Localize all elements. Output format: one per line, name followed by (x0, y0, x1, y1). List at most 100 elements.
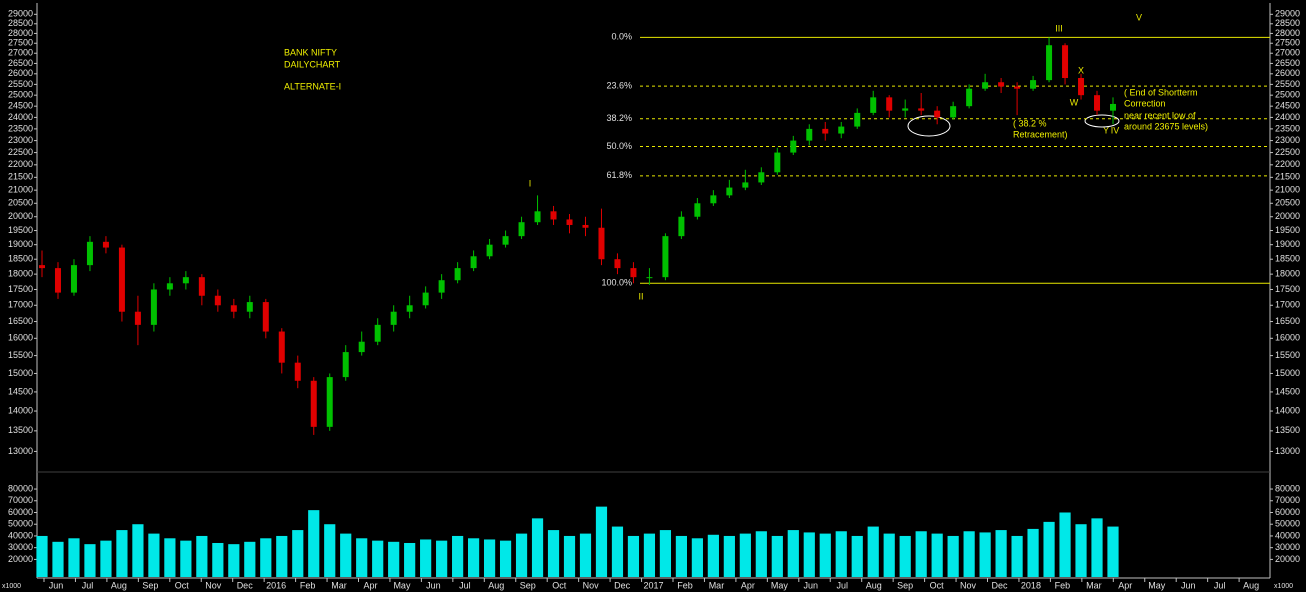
candle-body (1078, 78, 1085, 96)
x-tick-label: Apr (363, 580, 377, 590)
candle-body (694, 203, 701, 217)
x-tick-label: Jun (49, 580, 64, 590)
y-tick-label: 28000 (8, 28, 33, 38)
y-tick-label: 22500 (1275, 147, 1300, 157)
volume-bar (52, 541, 64, 577)
y-tick-label: 19500 (8, 225, 33, 235)
candle-body (966, 88, 973, 107)
y-tick-label: 18500 (1275, 254, 1300, 264)
y-tick-label: 24000 (1275, 112, 1300, 122)
candle-body (294, 362, 301, 381)
wave-label: IV (1111, 125, 1120, 135)
y-tick-label: 15000 (8, 368, 33, 378)
x-tick-label: 2017 (644, 580, 664, 590)
volume-bar (1043, 521, 1055, 577)
volume-bar (148, 533, 160, 577)
y-tick-label: 20500 (8, 198, 33, 208)
y-tick-label: 16000 (1275, 333, 1300, 343)
volume-bar (1075, 524, 1087, 577)
x-tick-label: May (1148, 580, 1166, 590)
volume-bar (276, 535, 288, 577)
candle-body (246, 302, 253, 312)
x-tick-label: Oct (552, 580, 567, 590)
volume-bar (947, 535, 959, 577)
candle-body (198, 277, 205, 296)
volume-bar (340, 533, 352, 577)
candle-body (39, 265, 45, 269)
x-tick-label: Jul (1214, 580, 1226, 590)
y-tick-label: 20000 (8, 211, 33, 221)
y-tick-label: 20000 (1275, 554, 1300, 564)
candle-body (870, 97, 877, 113)
fib-label: 50.0% (606, 141, 632, 151)
y-tick-label: 60000 (8, 507, 33, 517)
volume-bar (883, 533, 895, 577)
volume-bar (180, 540, 192, 577)
y-tick-label: 13000 (1275, 446, 1300, 456)
x-tick-label: Feb (1055, 580, 1071, 590)
volume-bar (611, 526, 624, 577)
volume-unit: x1000 (1274, 583, 1293, 590)
candle-body (422, 292, 429, 306)
candle-body (806, 128, 813, 141)
candle-body (262, 302, 269, 332)
y-tick-label: 18500 (8, 254, 33, 264)
volume-bar (931, 533, 943, 577)
candle-body (1062, 45, 1069, 79)
volume-bar (787, 530, 799, 577)
candle-body (710, 195, 717, 204)
candle-body (950, 106, 957, 118)
y-tick-label: 13500 (8, 425, 33, 435)
y-tick-label: 80000 (1275, 483, 1300, 493)
volume-bar (100, 540, 112, 577)
candle-body (470, 256, 477, 269)
candle-body (406, 305, 413, 312)
y-tick-label: 21500 (1275, 172, 1300, 182)
candle-body (454, 268, 461, 281)
candle-body (150, 289, 157, 325)
volume-bar (452, 535, 464, 577)
volume-bar (164, 538, 176, 577)
candle-body (310, 380, 317, 427)
y-tick-label: 22000 (1275, 159, 1300, 169)
x-tick-label: 2018 (1021, 580, 1041, 590)
candle-body (790, 140, 797, 153)
y-tick-label: 28000 (1275, 28, 1300, 38)
candle-body (502, 236, 509, 245)
candle-body (278, 331, 285, 363)
y-tick-label: 16500 (1275, 316, 1300, 326)
candle-body (662, 236, 669, 278)
annotation: Correction (1124, 98, 1166, 108)
x-tick-label: Oct (930, 580, 945, 590)
x-tick-label: 2016 (266, 580, 286, 590)
x-tick-label: Dec (991, 580, 1008, 590)
volume-bar (963, 531, 975, 577)
fib-label: 61.8% (606, 170, 632, 180)
candle-body (102, 241, 109, 248)
annotation: ( 38.2 % (1013, 118, 1047, 128)
x-tick-label: Apr (1118, 580, 1132, 590)
volume-bar (132, 524, 144, 577)
wave-label: V (1136, 12, 1142, 22)
volume-bar (627, 535, 640, 577)
y-tick-label: 13500 (1275, 425, 1300, 435)
candle-body (902, 108, 909, 111)
candle-body (86, 241, 93, 266)
volume-bar (483, 539, 496, 577)
candle-body (646, 277, 653, 279)
y-tick-label: 22500 (8, 147, 33, 157)
y-tick-label: 21000 (1275, 185, 1300, 195)
y-tick-label: 14000 (1275, 405, 1300, 415)
volume-bar (707, 534, 719, 577)
volume-bar (196, 535, 208, 577)
candle-body (598, 227, 605, 260)
y-tick-label: 29000 (8, 9, 33, 19)
candle-body (1014, 86, 1021, 89)
y-tick-label: 24500 (1275, 101, 1300, 111)
candle-body (742, 182, 749, 188)
candle-body (822, 128, 829, 134)
candle-body (918, 108, 925, 111)
x-tick-label: Aug (866, 580, 882, 590)
y-tick-label: 26000 (1275, 68, 1300, 78)
